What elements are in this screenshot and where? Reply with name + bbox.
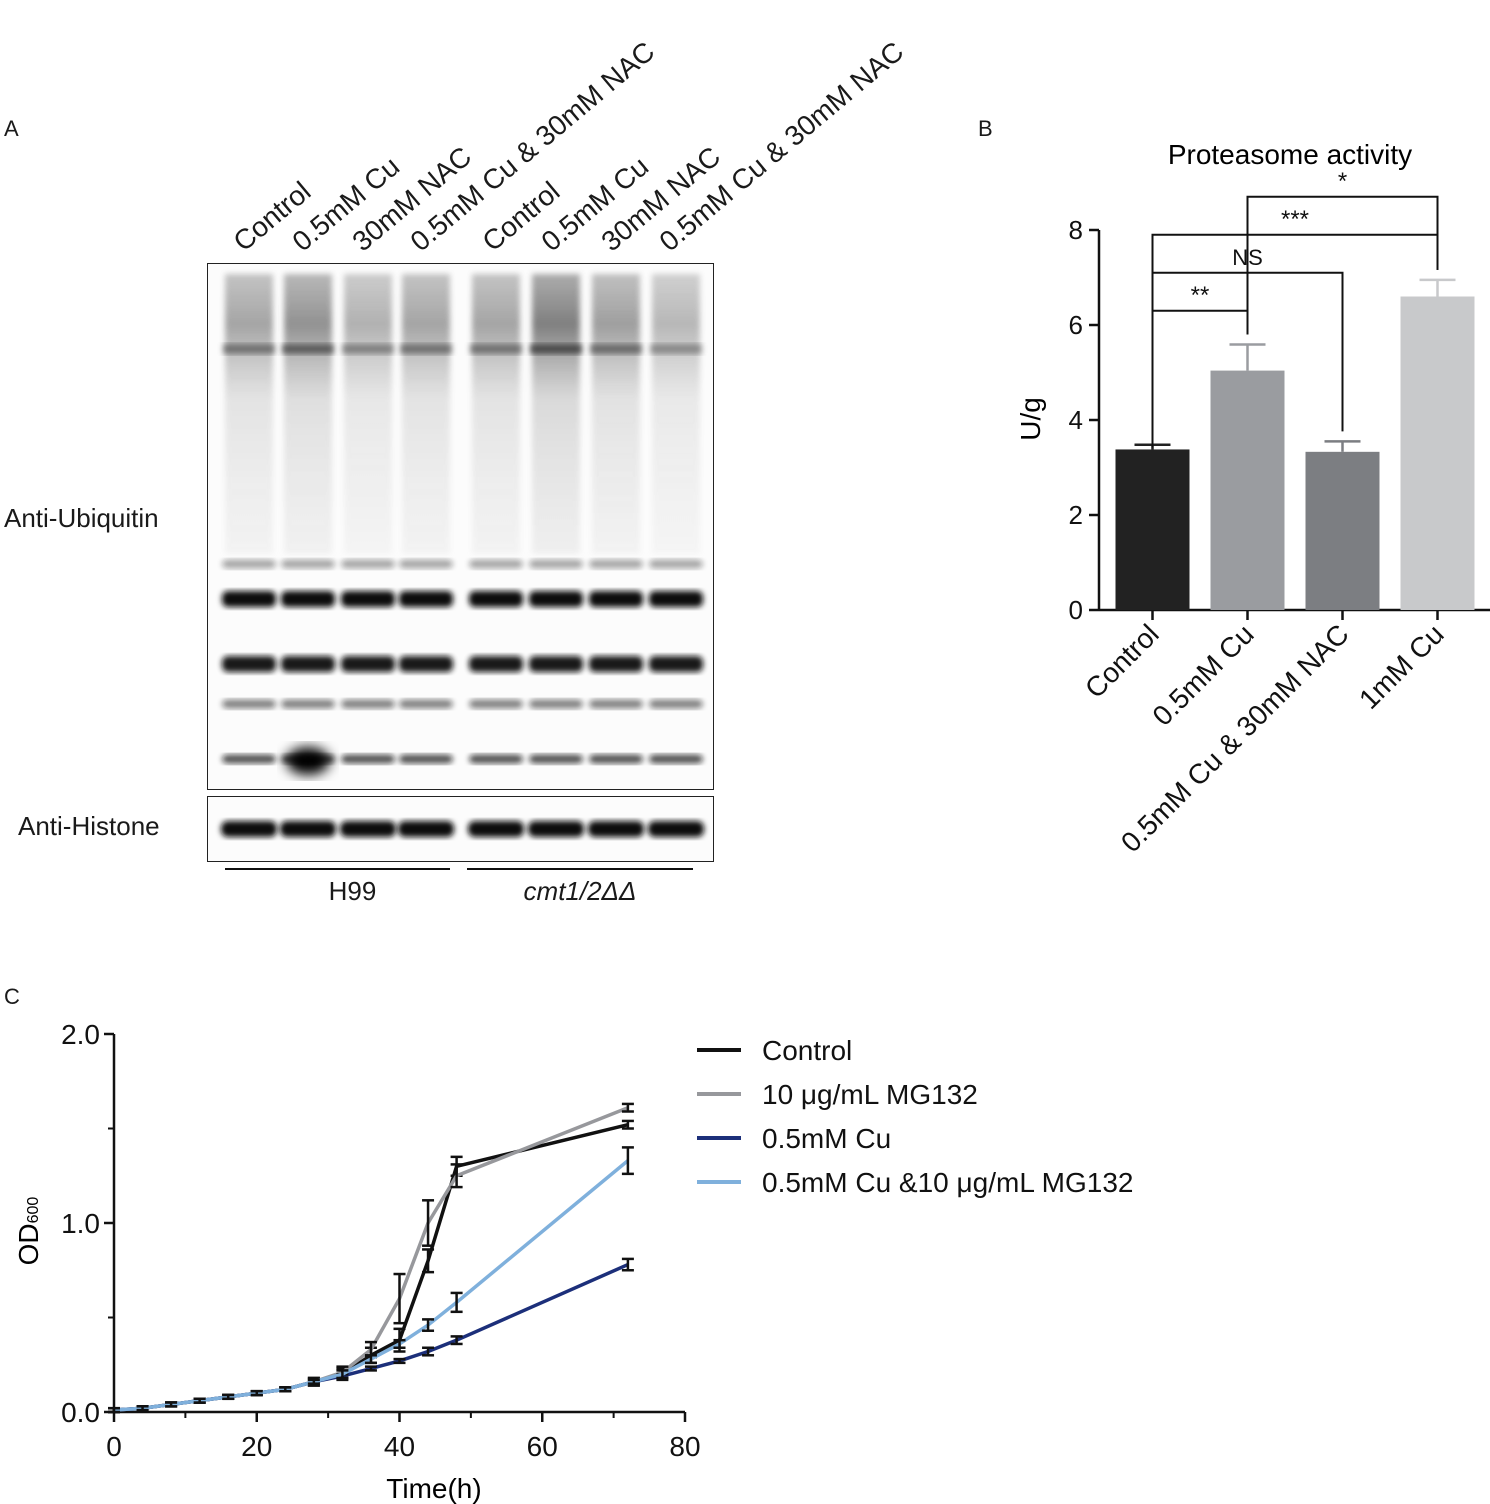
legend-label-2: 10 μg/mL MG132 [762, 1079, 978, 1110]
series-3-errorbar [422, 1346, 435, 1357]
bar-y-tick-label: 2 [1069, 500, 1083, 530]
line-x-tick-label: 0 [106, 1431, 122, 1462]
series-1-errorbar [422, 1248, 435, 1274]
series-line-3 [113, 1262, 629, 1412]
h99-bracket-line [225, 868, 450, 870]
bar-y-tick-label: 4 [1069, 405, 1083, 435]
bar-1 [1115, 449, 1190, 610]
series-3-errorbar [450, 1335, 463, 1346]
bar-y-axis-label: U/g [1015, 397, 1046, 441]
significance-label-1: ** [1191, 282, 1210, 309]
series-4-errorbar [165, 1401, 178, 1408]
series-4-errorbar [193, 1397, 206, 1404]
series-4-errorbar [108, 1406, 120, 1414]
series-2-errorbar [393, 1272, 406, 1325]
line-y-tick-label: 2.0 [61, 1019, 100, 1050]
strain-label-cmt: cmt1/2ΔΔ [523, 876, 637, 906]
series-1-errorbar [621, 1119, 634, 1130]
bar-chart-title: Proteasome activity [1168, 139, 1412, 170]
line-y-tick-label: 1.0 [61, 1208, 100, 1239]
significance-bracket-4 [1246, 195, 1439, 335]
significance-bracket-3 [1151, 233, 1439, 448]
bar-4 [1400, 296, 1475, 610]
line-y-tick-label: 0.0 [61, 1397, 100, 1428]
series-3-errorbar [364, 1365, 377, 1372]
series-2-errorbar [621, 1102, 634, 1113]
series-line-2 [113, 1106, 629, 1412]
lane-label-8: 0.5mM Cu & 30mM NAC [653, 35, 910, 258]
cmt-bracket-line [467, 868, 693, 870]
bar-3 [1305, 451, 1380, 610]
series-4-errorbar [279, 1386, 292, 1393]
series-3-errorbar [393, 1357, 406, 1365]
line-x-tick-label: 20 [241, 1431, 272, 1462]
legend-label-3: 0.5mM Cu [762, 1123, 891, 1154]
strain-label-h99: H99 [328, 876, 377, 906]
series-line-4 [113, 1159, 630, 1412]
bar-category-label-4: 1mM Cu [1353, 618, 1450, 715]
significance-label-4: * [1338, 168, 1347, 195]
histone-blot-image [207, 796, 714, 862]
growth-line-chart: Time(h) OD600 0.0 1.0 2.0 0 20 40 60 80 Control… [13, 1019, 1133, 1504]
bar-y-tick-label: 0 [1069, 595, 1083, 625]
series-4-errorbar [450, 1291, 463, 1314]
series-2-errorbar [450, 1163, 463, 1189]
anti-histone-label: Anti-Histone [18, 811, 160, 841]
svg-text:OD600: OD600 [13, 1197, 44, 1266]
bar-y-tick-label: 6 [1069, 310, 1083, 340]
series-4-errorbar [621, 1146, 634, 1176]
bar-category-label-1: Control [1079, 618, 1165, 704]
series-4-errorbar [222, 1393, 235, 1401]
line-x-axis-label: Time(h) [386, 1473, 481, 1504]
anti-ubiquitin-label: Anti-Ubiquitin [4, 503, 159, 533]
legend-label-1: Control [762, 1035, 852, 1066]
series-4-errorbar [364, 1354, 377, 1365]
legend-label-4: 0.5mM Cu &10 μg/mL MG132 [762, 1167, 1133, 1198]
panel-b-letter: B [978, 116, 993, 141]
series-2-errorbar [422, 1199, 435, 1247]
line-x-tick-label: 40 [384, 1431, 415, 1462]
series-4-errorbar [393, 1338, 406, 1349]
ubiquitin-blot-image [207, 263, 714, 790]
series-4-errorbar [307, 1378, 320, 1385]
proteasome-bar-chart: Proteasome activity U/g 02468Control0.5m… [1015, 139, 1490, 858]
panel-c-letter: C [4, 984, 20, 1009]
line-x-tick-label: 80 [669, 1431, 700, 1462]
line-x-tick-label: 60 [527, 1431, 558, 1462]
line-y-axis-label: OD600 [13, 1197, 44, 1266]
panel-a-letter: A [4, 116, 19, 141]
bar-y-tick-label: 8 [1069, 215, 1083, 245]
series-3-errorbar [621, 1257, 634, 1272]
significance-label-3: *** [1281, 206, 1309, 233]
series-4-errorbar [250, 1389, 263, 1397]
series-4-errorbar [336, 1369, 349, 1380]
series-4-errorbar [422, 1318, 435, 1332]
series-4-errorbar [136, 1405, 149, 1412]
bar-2 [1210, 370, 1285, 610]
